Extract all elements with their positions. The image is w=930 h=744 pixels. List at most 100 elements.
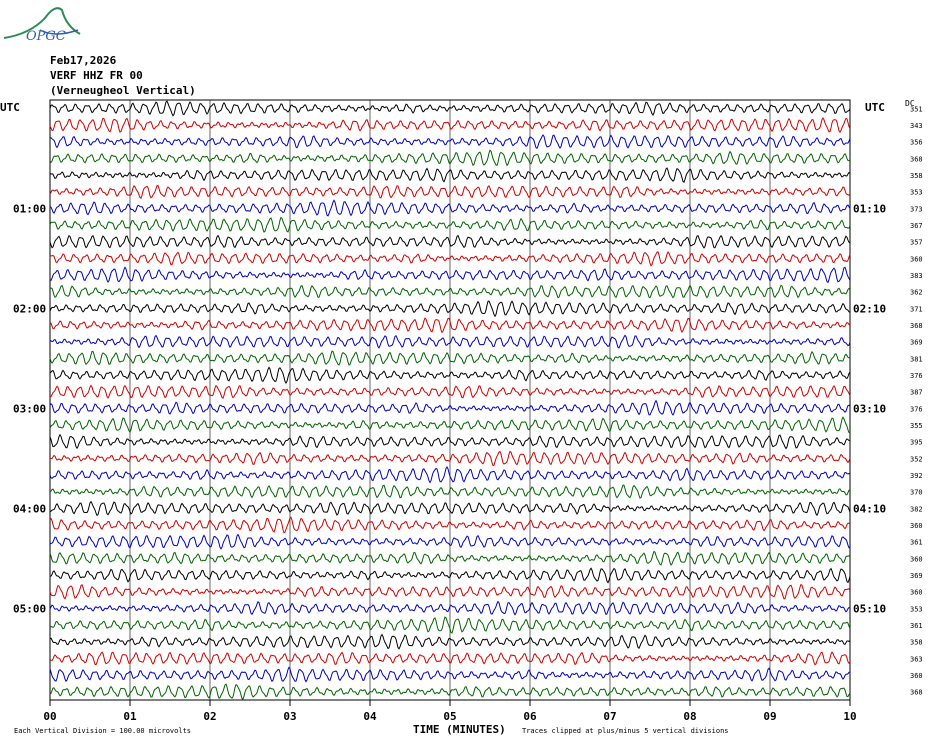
dc-offset-label: 368 bbox=[910, 322, 923, 330]
dc-offset-label: 383 bbox=[910, 272, 923, 280]
x-tick-label: 05 bbox=[443, 710, 456, 723]
dc-offset-label: 343 bbox=[910, 122, 923, 130]
seismic-trace bbox=[49, 399, 851, 416]
dc-offset-label: 358 bbox=[910, 639, 923, 647]
dc-offset-label: 361 bbox=[910, 622, 923, 630]
dc-offset-label: 360 bbox=[910, 589, 923, 597]
dc-offset-label: 356 bbox=[910, 139, 923, 147]
right-time-label: 01:10 bbox=[853, 202, 886, 215]
right-time-label: 03:10 bbox=[853, 402, 886, 415]
left-utc-label: UTC bbox=[0, 101, 20, 114]
x-axis-title: TIME (MINUTES) bbox=[413, 723, 506, 736]
dc-offset-label: 352 bbox=[910, 455, 923, 463]
x-tick-label: 01 bbox=[123, 710, 137, 723]
right-time-label: 05:10 bbox=[853, 602, 886, 615]
dc-offset-label: 392 bbox=[910, 472, 923, 480]
division-note: Each Vertical Division = 100.00 microvol… bbox=[14, 727, 191, 735]
dc-offset-label: 360 bbox=[910, 672, 923, 680]
seismic-trace bbox=[49, 251, 851, 267]
seismic-trace bbox=[49, 334, 851, 349]
seismic-trace bbox=[49, 317, 851, 334]
clip-note: Traces clipped at plus/minus 5 vertical … bbox=[522, 727, 729, 735]
seismic-trace bbox=[49, 616, 851, 634]
dc-offset-label: 353 bbox=[910, 189, 923, 197]
right-time-label: 02:10 bbox=[853, 302, 886, 315]
seismic-trace bbox=[49, 450, 851, 467]
axis-labels: 00 01 02 03 04 05 06 07 08 09 10 351 343 356 368 358 353… bbox=[13, 105, 923, 723]
seismic-trace bbox=[49, 300, 851, 318]
seismic-trace bbox=[49, 466, 851, 484]
left-time-label: 02:00 bbox=[13, 302, 46, 315]
logo-mountain-icon bbox=[3, 7, 81, 39]
seismic-trace bbox=[49, 583, 851, 600]
x-tick-label: 04 bbox=[363, 710, 377, 723]
x-tick-label: 00 bbox=[43, 710, 56, 723]
seismic-trace bbox=[49, 600, 851, 616]
seismic-trace bbox=[49, 433, 851, 450]
seismic-trace bbox=[49, 633, 851, 650]
dc-offset-label: 367 bbox=[910, 222, 923, 230]
x-tick-label: 09 bbox=[763, 710, 776, 723]
x-tick-label: 03 bbox=[283, 710, 296, 723]
dc-offset-label: 373 bbox=[910, 205, 923, 213]
seismic-trace bbox=[49, 533, 851, 550]
dc-offset-label: 369 bbox=[910, 572, 923, 580]
seismic-trace bbox=[49, 184, 851, 199]
dc-offset-label: 353 bbox=[910, 605, 923, 613]
dc-offset-label: 370 bbox=[910, 489, 923, 497]
seismic-trace bbox=[49, 117, 851, 134]
left-time-label: 01:00 bbox=[13, 202, 46, 215]
seismic-trace bbox=[49, 516, 851, 534]
logo-text: OPGC bbox=[26, 29, 66, 44]
seismic-trace bbox=[49, 234, 851, 249]
left-time-label: 03:00 bbox=[13, 402, 46, 415]
x-tick-label: 02 bbox=[203, 710, 216, 723]
dc-offset-label: 362 bbox=[910, 289, 923, 297]
seismic-trace bbox=[49, 284, 851, 299]
seismic-trace bbox=[49, 683, 851, 700]
dc-offset-label: 371 bbox=[910, 305, 923, 313]
dc-header-label: DC bbox=[905, 99, 915, 108]
seismic-trace bbox=[49, 550, 851, 566]
left-time-label: 05:00 bbox=[13, 602, 46, 615]
x-tick-label: 07 bbox=[603, 710, 616, 723]
seismic-trace bbox=[49, 149, 850, 167]
seismic-trace bbox=[49, 484, 851, 499]
seismic-trace bbox=[49, 366, 851, 384]
dc-offset-label: 360 bbox=[910, 522, 923, 530]
record-date: Feb17,2026 bbox=[50, 54, 117, 67]
x-tick-label: 10 bbox=[843, 710, 856, 723]
plot-grid bbox=[49, 99, 851, 706]
seismic-trace bbox=[49, 100, 851, 117]
seismic-trace bbox=[49, 384, 851, 399]
x-tick-label: 08 bbox=[683, 710, 696, 723]
trace-group bbox=[49, 100, 851, 700]
seismic-trace bbox=[49, 216, 851, 233]
seismic-trace bbox=[49, 167, 851, 184]
station-code: VERF HHZ FR 00 bbox=[50, 69, 143, 82]
dc-offset-label: 387 bbox=[910, 389, 923, 397]
dc-offset-label: 360 bbox=[910, 255, 923, 263]
dc-offset-label: 363 bbox=[910, 655, 923, 663]
seismic-trace bbox=[49, 666, 851, 683]
seismic-trace bbox=[49, 567, 851, 584]
left-time-label: 04:00 bbox=[13, 502, 46, 515]
dc-offset-label: 361 bbox=[910, 539, 923, 547]
dc-offset-label: 360 bbox=[910, 555, 923, 563]
dc-offset-label: 376 bbox=[910, 405, 923, 413]
dc-offset-label: 357 bbox=[910, 239, 923, 247]
station-location: (Verneugheol Vertical) bbox=[50, 84, 196, 97]
dc-offset-label: 381 bbox=[910, 355, 923, 363]
seismic-trace bbox=[49, 134, 851, 150]
opgc-logo: OPGC bbox=[3, 7, 81, 44]
dc-offset-label: 351 bbox=[910, 105, 923, 113]
seismic-trace bbox=[49, 651, 851, 666]
seismic-trace bbox=[49, 416, 851, 434]
seismic-trace bbox=[49, 199, 851, 217]
dc-offset-label: 382 bbox=[910, 505, 923, 513]
x-tick-label: 06 bbox=[523, 710, 537, 723]
dc-offset-label: 355 bbox=[910, 422, 923, 430]
seismic-trace bbox=[49, 350, 851, 366]
dc-offset-label: 369 bbox=[910, 339, 923, 347]
